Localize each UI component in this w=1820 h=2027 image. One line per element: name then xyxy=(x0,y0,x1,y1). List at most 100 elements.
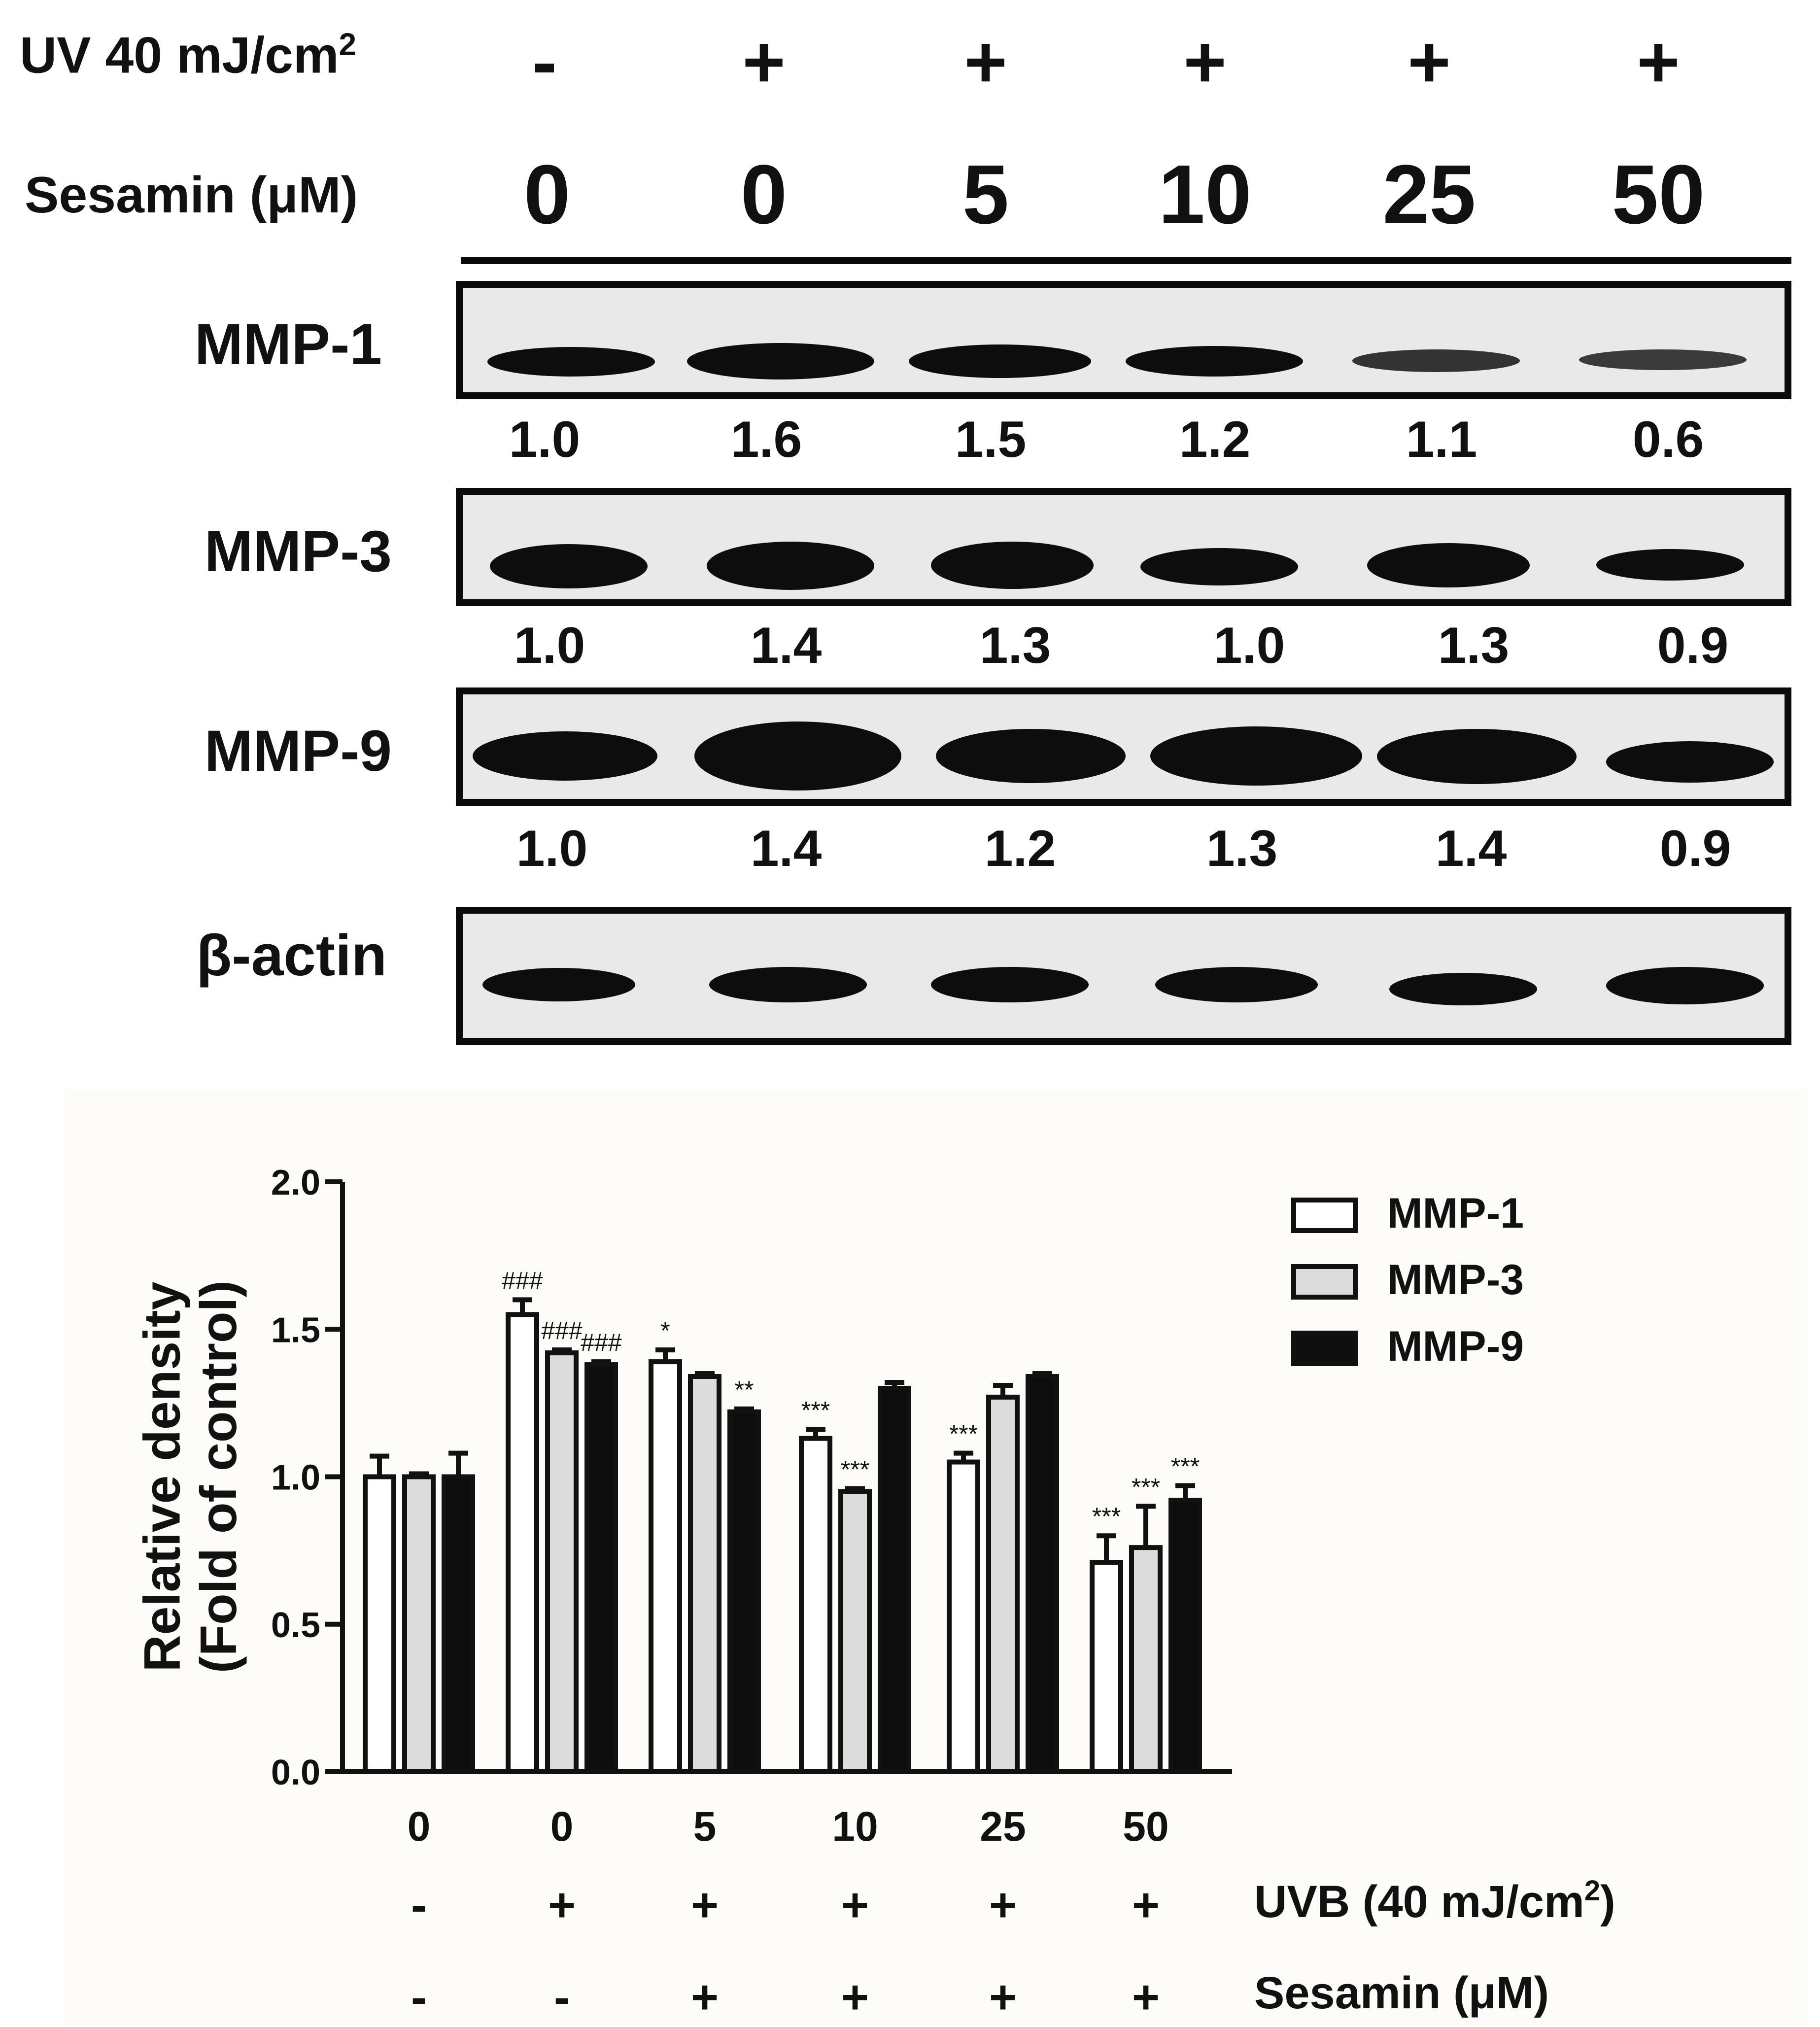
uvb-row-title-text: UVB (40 mJ/cm xyxy=(1254,1877,1584,1927)
uv-sign: + xyxy=(742,20,786,103)
blot-label: MMP-9 xyxy=(204,719,392,784)
band xyxy=(1367,543,1530,587)
band xyxy=(482,968,635,1001)
density-value: 0.9 xyxy=(1657,617,1729,674)
bar-mmp-9 xyxy=(727,1409,761,1774)
bar-mmp-9 xyxy=(1026,1374,1059,1774)
sesamin-row-title: Sesamin (μM) xyxy=(1254,1968,1549,2018)
uv-header-label: UV 40 mJ/cm2 xyxy=(20,27,357,84)
legend-label: MMP-3 xyxy=(1387,1256,1524,1304)
legend-label: MMP-1 xyxy=(1387,1190,1524,1237)
bar-mmp-3 xyxy=(545,1350,579,1774)
sesamin-dose: 10 xyxy=(1158,148,1252,241)
x-category-label: 5 xyxy=(693,1803,717,1850)
uv-sign: + xyxy=(1183,20,1227,103)
density-value: 1.4 xyxy=(750,617,822,674)
legend-swatch-mmp-3 xyxy=(1291,1264,1358,1300)
sesamin-dose: 50 xyxy=(1612,148,1705,241)
x-category-label: 0 xyxy=(408,1803,431,1850)
band xyxy=(931,542,1094,589)
band xyxy=(1140,548,1298,585)
legend-label: MMP-9 xyxy=(1387,1323,1524,1370)
blot-label: β-actin xyxy=(196,923,387,988)
uvb-sign: - xyxy=(411,1879,427,1931)
band xyxy=(1150,726,1362,786)
bar-mmp-1 xyxy=(947,1459,980,1774)
bar-mmp-3 xyxy=(986,1394,1020,1774)
uvb-row-title: UVB (40 mJ/cm2) xyxy=(1254,1875,1615,1927)
band xyxy=(687,343,874,379)
bar-mmp-3 xyxy=(688,1374,721,1774)
uvb-sign: + xyxy=(989,1879,1017,1931)
x-category-label: 0 xyxy=(550,1803,574,1850)
bar-mmp-9 xyxy=(442,1474,475,1774)
bar-chart: 0.0 0.5 1.0 1.5 2.0 Relative density(Fold of … xyxy=(64,1089,1809,2026)
bar-mmp-1 xyxy=(649,1359,682,1774)
uvb-sign: + xyxy=(1132,1879,1160,1931)
density-value: 1.3 xyxy=(1438,617,1510,674)
sesamin-sign: + xyxy=(691,1971,719,2024)
y-tick-label: 0.5 xyxy=(271,1606,320,1645)
density-value: 1.4 xyxy=(750,820,822,877)
uv-sign: - xyxy=(532,20,557,103)
band xyxy=(1596,549,1744,581)
uv-sign: + xyxy=(964,20,1007,103)
y-tick-label: 1.5 xyxy=(271,1310,320,1350)
uvb-sign: + xyxy=(691,1879,719,1931)
sesamin-sign: - xyxy=(554,1971,570,2024)
y-axis-title-line2: (Fold of control) xyxy=(190,1280,247,1673)
density-value: 1.2 xyxy=(1179,411,1251,468)
density-value: 1.0 xyxy=(516,820,588,877)
y-tick-label: 0.0 xyxy=(271,1753,320,1792)
band xyxy=(694,721,901,790)
band xyxy=(936,729,1126,783)
legend-swatch-mmp-1 xyxy=(1291,1198,1358,1233)
band xyxy=(1606,967,1764,1004)
bar-mmp-9 xyxy=(878,1385,911,1774)
x-category-label: 10 xyxy=(832,1803,878,1850)
sesamin-sign: + xyxy=(841,1971,869,2024)
uvb-sign: + xyxy=(548,1879,576,1931)
uvb-sign: + xyxy=(841,1879,869,1931)
significance-label: *** xyxy=(1171,1452,1200,1480)
legend-swatch-mmp-9 xyxy=(1291,1331,1358,1366)
blot-mmp1 xyxy=(456,281,1791,399)
y-axis-title: Relative density(Fold of control) xyxy=(134,1280,247,1673)
significance-label: ### xyxy=(581,1329,622,1356)
sesamin-dose: 0 xyxy=(740,148,788,241)
significance-label: * xyxy=(660,1317,670,1344)
density-value: 1.6 xyxy=(730,411,802,468)
bar-mmp-3 xyxy=(402,1474,436,1774)
band xyxy=(1155,967,1318,1002)
blot-label: MMP-3 xyxy=(204,519,392,584)
band xyxy=(1579,349,1747,370)
y-tick-label: 2.0 xyxy=(271,1163,320,1202)
band xyxy=(490,544,648,588)
density-value: 1.0 xyxy=(1213,617,1285,674)
bar-mmp-1 xyxy=(1090,1560,1123,1774)
density-value: 1.2 xyxy=(984,820,1056,877)
band xyxy=(1389,973,1537,1005)
sesamin-header-label: Sesamin (μM) xyxy=(25,167,358,224)
density-value: 0.9 xyxy=(1659,820,1731,877)
blot-mmp9 xyxy=(456,687,1791,806)
header-divider xyxy=(461,257,1791,264)
density-value: 1.3 xyxy=(979,617,1051,674)
sesamin-sign: + xyxy=(989,1971,1017,2024)
density-value: 1.3 xyxy=(1206,820,1278,877)
significance-label: *** xyxy=(1092,1503,1121,1530)
x-category-label: 25 xyxy=(980,1803,1026,1850)
sesamin-sign: - xyxy=(411,1971,427,2024)
band xyxy=(473,731,657,781)
band xyxy=(1126,346,1303,377)
significance-label: *** xyxy=(841,1455,869,1483)
band xyxy=(707,542,874,590)
bar-mmp-3 xyxy=(1129,1545,1163,1774)
band xyxy=(1377,729,1577,784)
density-value: 1.4 xyxy=(1435,820,1507,877)
sesamin-dose: 25 xyxy=(1382,148,1476,241)
significance-label: ### xyxy=(502,1267,543,1294)
significance-label: ** xyxy=(735,1376,754,1404)
density-value: 1.0 xyxy=(514,617,585,674)
uvb-row-title-close: ) xyxy=(1600,1877,1615,1927)
